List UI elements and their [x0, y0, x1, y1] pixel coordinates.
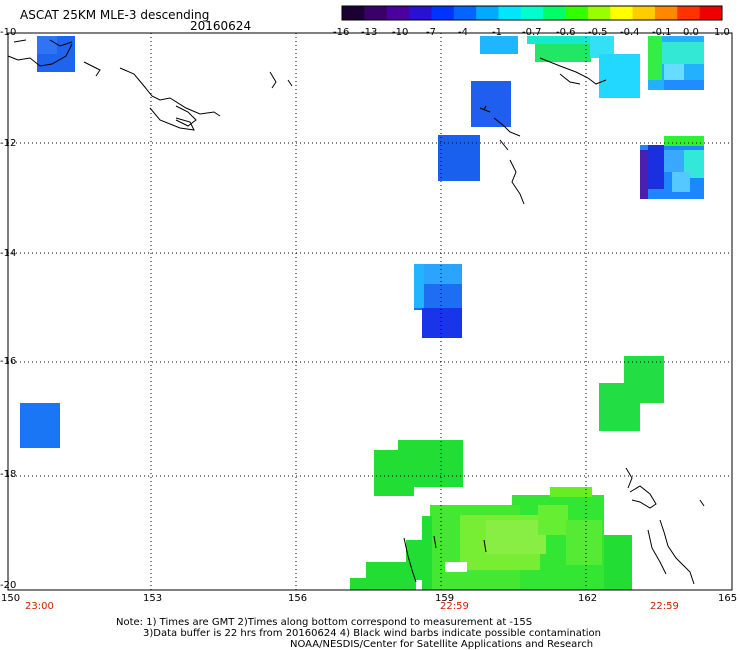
swath-cell: [37, 36, 57, 54]
lat-label: -20: [0, 580, 17, 591]
product-title: ASCAT 25KM MLE-3 descending: [20, 8, 210, 22]
swath-cell: [414, 264, 424, 308]
lat-label: -14: [0, 248, 17, 259]
coastline: [625, 467, 705, 585]
swath-cell: [350, 578, 380, 590]
coastline: [175, 105, 197, 127]
coastline: [479, 107, 525, 205]
swath-cell: [684, 150, 704, 178]
colorbar-label: -1: [492, 27, 502, 38]
swath-cell: [590, 36, 614, 58]
colorbar-segment: [498, 6, 522, 20]
coastlines: [7, 39, 705, 585]
colorbar-segment: [386, 6, 410, 20]
colorbar-label: -0.6: [556, 27, 576, 38]
colorbar-segment: [632, 6, 656, 20]
colorbar-label: -0.5: [588, 27, 608, 38]
colorbar-segment: [543, 6, 567, 20]
colorbar-label: 0.0: [683, 27, 699, 38]
colorbar-segment: [610, 6, 634, 20]
swath-cell: [664, 80, 704, 90]
swath-cell: [424, 264, 462, 284]
colorbar-segment: [677, 6, 701, 20]
swath-cell: [422, 308, 462, 338]
colorbar-label: -4: [458, 27, 468, 38]
colorbar-label: -7: [426, 27, 436, 38]
colorbar-label: -10: [392, 27, 409, 38]
swath-cell: [480, 36, 518, 54]
lon-label: 150: [1, 593, 21, 604]
lat-label: -18: [0, 469, 17, 480]
swath-cell: [599, 383, 640, 431]
swath-cell: [538, 505, 568, 535]
note-line-1: Note: 1) Times are GMT 2)Times along bot…: [116, 617, 533, 628]
product-date: 20160624: [190, 19, 252, 33]
swath-cell: [640, 150, 648, 199]
colorbar-segment: [409, 6, 432, 20]
swath-cell: [374, 450, 414, 496]
swath-cell: [438, 135, 480, 181]
swath-cell: [535, 44, 591, 62]
colorbar: [341, 5, 723, 21]
lon-label: 159: [435, 593, 455, 604]
swath-cell: [471, 81, 511, 127]
note-line-2: 3)Data buffer is 22 hrs from 20160624 4)…: [143, 628, 601, 639]
coastline: [539, 57, 607, 85]
coastline: [83, 61, 221, 131]
swath-cell: [20, 403, 60, 448]
swath-cell: [599, 54, 640, 98]
colorbar-label: 1.0: [714, 27, 730, 38]
colorbar-segment: [364, 6, 388, 20]
swath-cell: [662, 42, 704, 64]
graticule: [8, 33, 732, 590]
swath-cell: [550, 487, 592, 497]
time-label: 23:00: [25, 601, 54, 612]
swath-cell: [664, 64, 684, 84]
colorbar-segment: [587, 6, 611, 20]
colorbar-segment: [431, 6, 455, 20]
swath-cell: [664, 150, 684, 172]
lon-label: 162: [578, 593, 598, 604]
time-label: 22:59: [650, 601, 679, 612]
colorbar-segment: [342, 6, 365, 20]
wind-swath-cells: [20, 36, 704, 590]
coastline: [483, 105, 487, 111]
map-frame: [7, 32, 733, 591]
colorbar-label: -0.1: [652, 27, 672, 38]
swath-cell: [648, 145, 664, 189]
colorbar-segment: [699, 6, 723, 20]
colorbar-segment: [654, 6, 678, 20]
colorbar-segment: [476, 6, 499, 20]
swath-cell: [672, 172, 690, 192]
coastline: [269, 71, 293, 89]
lon-label: 165: [718, 593, 738, 604]
lon-label: 156: [288, 593, 308, 604]
swath-cell: [604, 535, 632, 590]
lon-label: 153: [143, 593, 163, 604]
swath-cell: [445, 562, 467, 572]
swath-cell: [566, 520, 602, 565]
colorbar-segment: [453, 6, 477, 20]
colorbar-segment: [565, 6, 589, 20]
swath-cell: [648, 36, 662, 80]
colorbar-border: [341, 5, 723, 21]
swath-cell: [422, 516, 432, 590]
colorbar-label: -0.4: [620, 27, 640, 38]
coastline: [7, 39, 73, 67]
swath-cell: [486, 520, 546, 554]
colorbar-label: -0.7: [522, 27, 542, 38]
swath-cell: [664, 136, 704, 146]
lat-label: -16: [0, 356, 17, 367]
lat-label: -12: [0, 138, 17, 149]
lat-label: -10: [0, 27, 17, 38]
colorbar-label: -16: [333, 27, 350, 38]
note-line-3: NOAA/NESDIS/Center for Satellite Applica…: [290, 639, 594, 650]
time-label: 22:59: [440, 601, 469, 612]
colorbar-label: -13: [361, 27, 378, 38]
swath-cell: [527, 36, 613, 44]
coastline: [403, 535, 487, 583]
colorbar-segment: [520, 6, 544, 20]
